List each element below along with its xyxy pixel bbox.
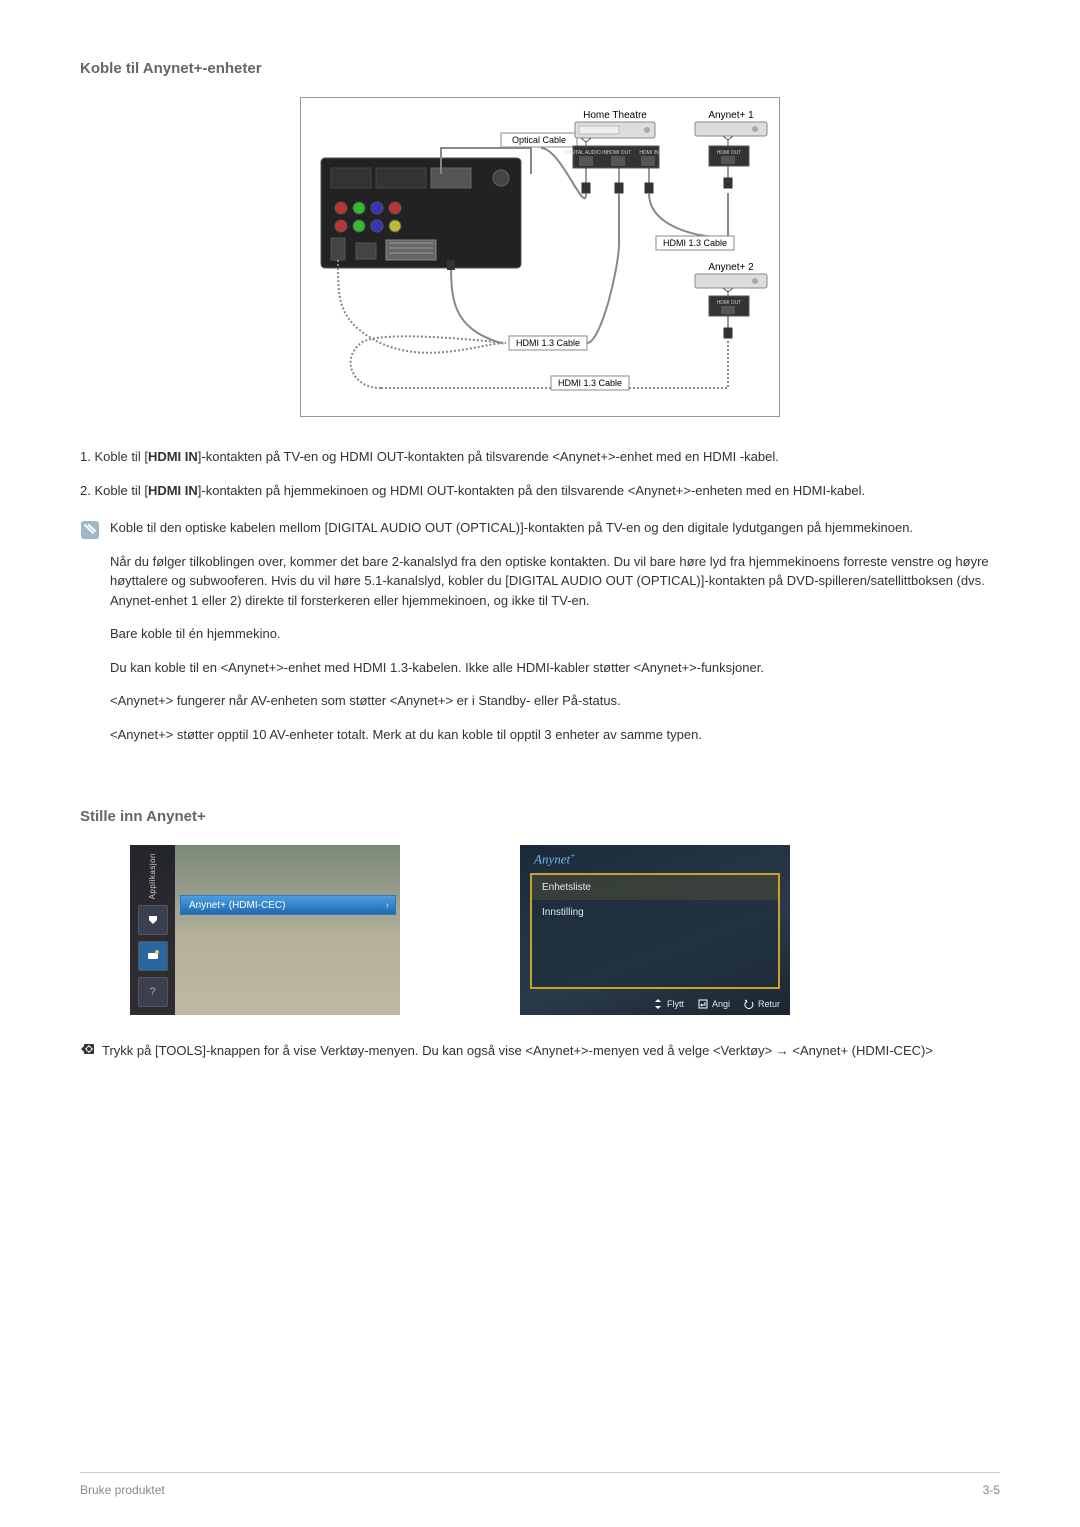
hint-angi: Angi — [698, 999, 730, 1009]
note-icon — [80, 518, 110, 758]
enter-icon — [698, 999, 708, 1009]
return-icon — [744, 999, 754, 1009]
svg-text:HDMI 1.3 Cable: HDMI 1.3 Cable — [663, 238, 727, 248]
screenshots-row: Applikasjon ? Anynet+ (HDMI-CEC) Anynet+… — [130, 845, 1000, 1015]
svg-text:DIGITAL AUDIO IN: DIGITAL AUDIO IN — [565, 150, 608, 156]
note-4: Du kan koble til en <Anynet+>-enhet med … — [110, 658, 1000, 678]
sidebar-icon-1 — [138, 905, 168, 935]
anynet-panel: Enhetsliste Innstilling — [530, 873, 780, 989]
svg-text:Anynet+ 1: Anynet+ 1 — [708, 110, 754, 121]
anynet-logo: Anynet+ — [534, 851, 576, 867]
step-2: 2. Koble til [HDMI IN]-kontakten på hjem… — [80, 481, 1000, 501]
svg-text:HDMI 1.3 Cable: HDMI 1.3 Cable — [558, 378, 622, 388]
svg-text:HDMI 1.3 Cable: HDMI 1.3 Cable — [516, 338, 580, 348]
sidebar-icon-2 — [138, 941, 168, 971]
note-block: Koble til den optiske kabelen mellom [DI… — [80, 518, 1000, 758]
anynet-item-innstilling: Innstilling — [532, 900, 778, 925]
svg-text:Home Theatre: Home Theatre — [583, 110, 647, 121]
hint-flytt: Flytt — [653, 999, 684, 1009]
svg-text:HDMI OUT: HDMI OUT — [607, 150, 632, 156]
note-6: <Anynet+> støtter opptil 10 AV-enheter t… — [110, 725, 1000, 745]
note-content: Koble til den optiske kabelen mellom [DI… — [110, 518, 1000, 758]
page-footer: Bruke produktet 3-5 — [80, 1472, 1000, 1497]
app-sidebar: Applikasjon ? — [130, 845, 175, 1015]
connection-diagram-wrap: Optical Cable Home Theatre DIGITAL AUDIO… — [80, 97, 1000, 417]
note-2: Når du følger tilkoblingen over, kommer … — [110, 552, 1000, 611]
footer-left: Bruke produktet — [80, 1483, 165, 1497]
screenshot-app-menu: Applikasjon ? Anynet+ (HDMI-CEC) — [130, 845, 400, 1015]
section2-title: Stille inn Anynet+ — [80, 808, 1000, 825]
svg-text:HDMI OUT: HDMI OUT — [717, 300, 742, 306]
tools-paragraph: Trykk på [TOOLS]-knappen for å vise Verk… — [80, 1041, 1000, 1061]
note-1: Koble til den optiske kabelen mellom [DI… — [110, 518, 1000, 538]
menu-item-anynet: Anynet+ (HDMI-CEC) — [180, 895, 396, 915]
screenshot-anynet-menu: Anynet+ Enhetsliste Innstilling Flytt An… — [520, 845, 790, 1015]
tools-text: Trykk på [TOOLS]-knappen for å vise Verk… — [102, 1041, 933, 1061]
svg-text:HDMI IN: HDMI IN — [639, 150, 659, 156]
connection-diagram: Optical Cable Home Theatre DIGITAL AUDIO… — [300, 97, 780, 417]
svg-text:HDMI OUT: HDMI OUT — [717, 150, 742, 156]
anynet-footer-hints: Flytt Angi Retur — [653, 999, 780, 1009]
section1-title: Koble til Anynet+-enheter — [80, 60, 1000, 77]
sidebar-label: Applikasjon — [148, 853, 157, 899]
svg-text:Anynet+ 2: Anynet+ 2 — [708, 262, 754, 273]
sidebar-icon-3: ? — [138, 977, 168, 1007]
note-3: Bare koble til én hjemmekino. — [110, 624, 1000, 644]
anynet-item-enhetsliste: Enhetsliste — [532, 875, 778, 900]
hint-retur: Retur — [744, 999, 780, 1009]
updown-icon — [653, 999, 663, 1009]
svg-text:Optical Cable: Optical Cable — [512, 135, 566, 145]
tools-icon — [80, 1042, 98, 1062]
note-5: <Anynet+> fungerer når AV-enheten som st… — [110, 691, 1000, 711]
step-1: 1. Koble til [HDMI IN]-kontakten på TV-e… — [80, 447, 1000, 467]
footer-right: 3-5 — [983, 1483, 1000, 1497]
